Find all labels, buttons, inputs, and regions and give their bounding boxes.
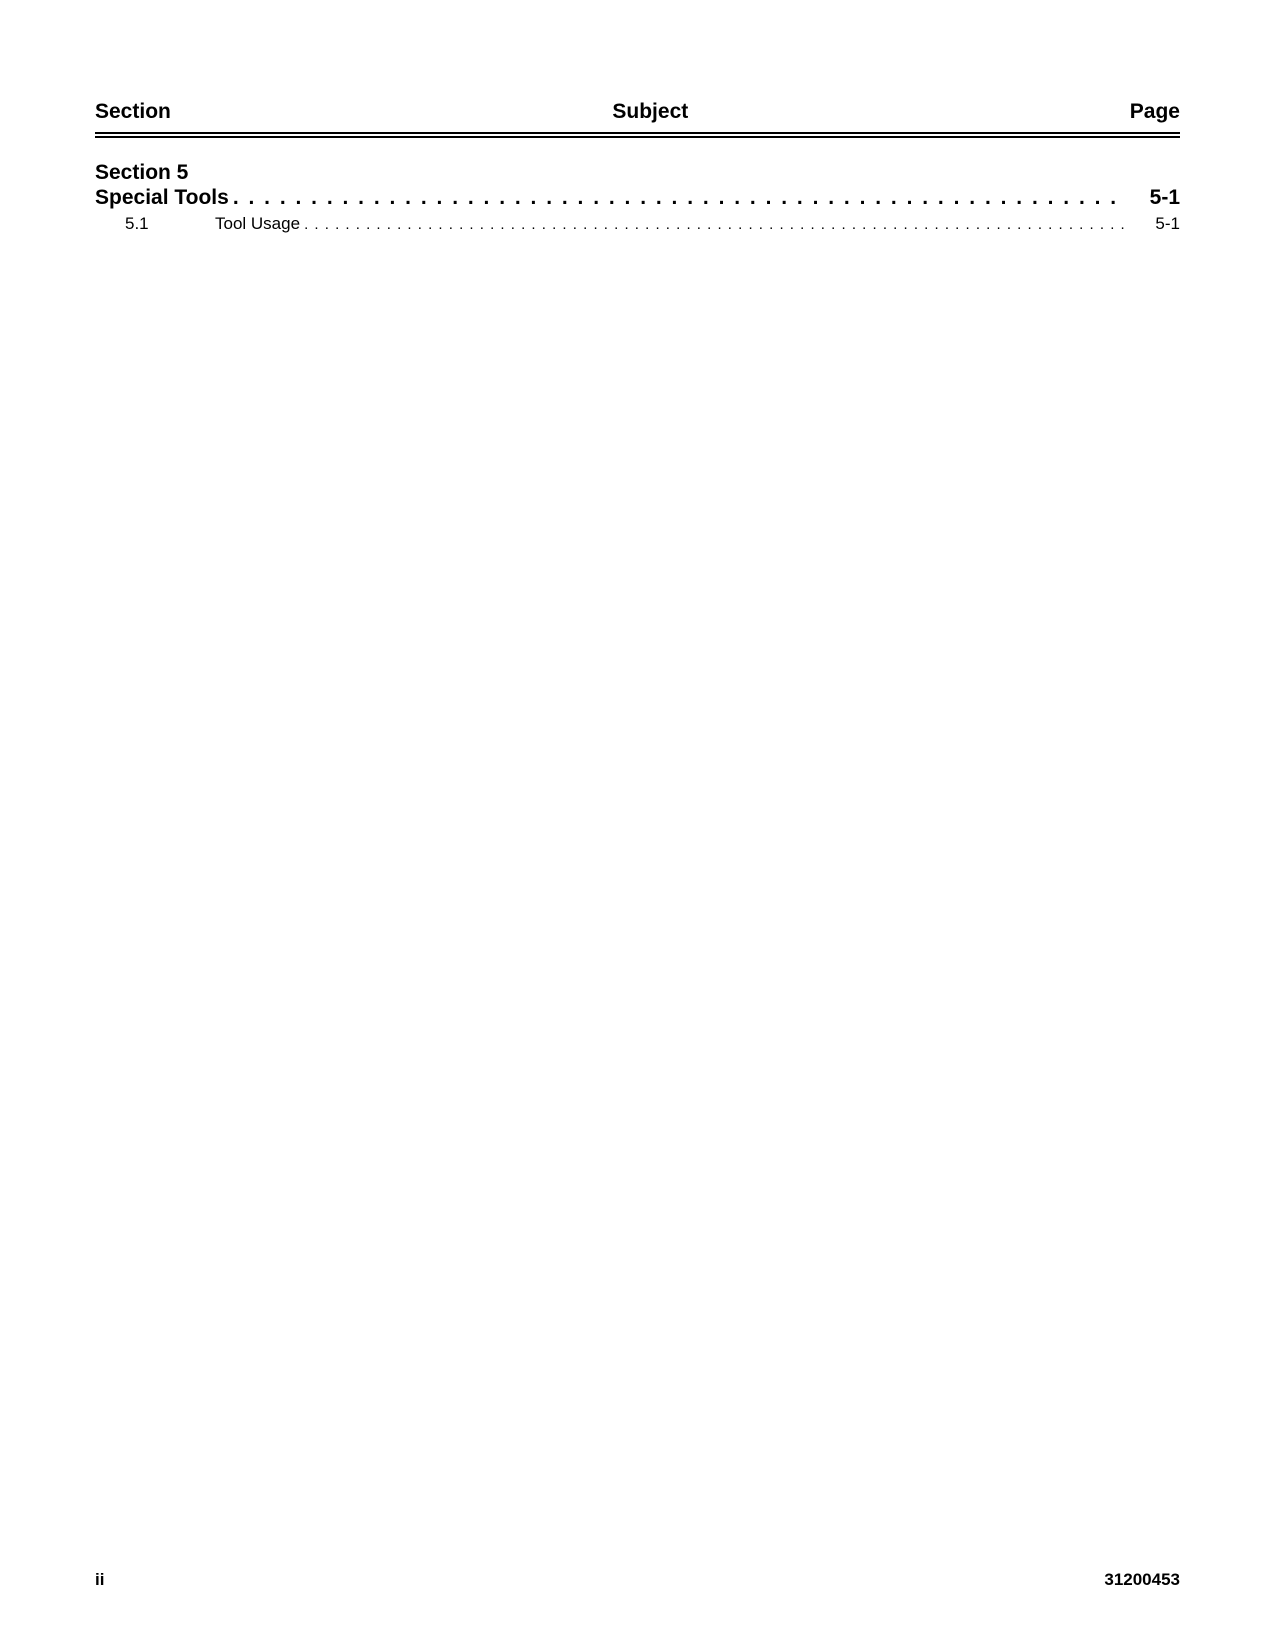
toc-sub-num: 5.1 [95, 214, 215, 234]
toc-main-entry: Special Tools 5-1 [95, 186, 1180, 210]
header-subject-label: Subject [171, 100, 1130, 124]
toc-leader [233, 186, 1126, 210]
toc-sub-entry: 5.1 Tool Usage 5-1 [95, 214, 1180, 234]
page-footer: ii 31200453 [95, 1570, 1180, 1590]
toc-sub-title: Tool Usage [215, 214, 300, 234]
header-page-label: Page [1130, 100, 1180, 124]
column-header-row: Section Subject Page [95, 100, 1180, 132]
footer-page-number: ii [95, 1570, 104, 1590]
toc-main-page: 5-1 [1130, 186, 1180, 210]
header-double-rule [95, 132, 1180, 138]
header-section-label: Section [95, 100, 171, 124]
toc-main-title: Special Tools [95, 186, 229, 210]
toc-sub-page: 5-1 [1130, 214, 1180, 234]
toc-leader [304, 214, 1126, 234]
footer-doc-id: 31200453 [1104, 1570, 1180, 1590]
section-heading: Section 5 [95, 160, 1180, 186]
